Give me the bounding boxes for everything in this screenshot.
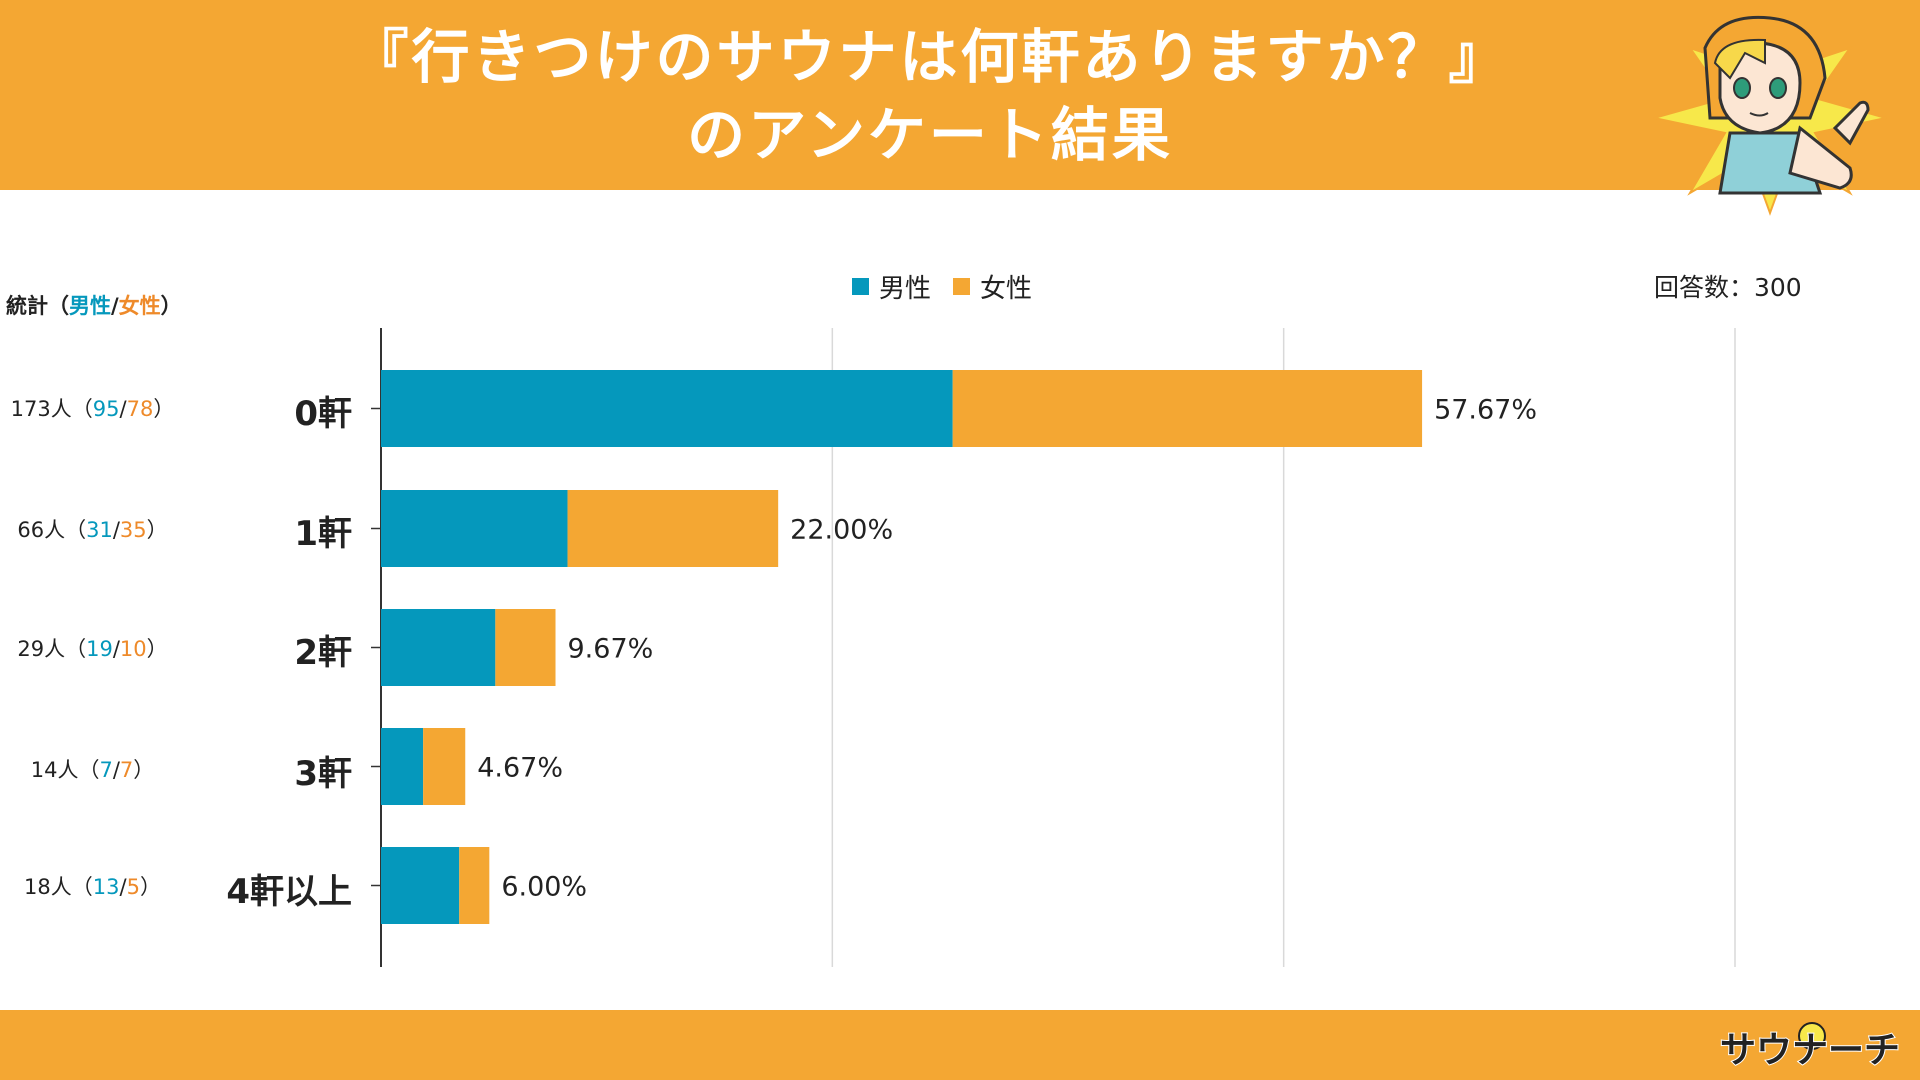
- stat-male: 95: [92, 397, 120, 421]
- logo-text: サウナーチ: [1720, 1030, 1900, 1071]
- stat-female: 10: [119, 637, 147, 661]
- stats-header: 統計（男性/女性）: [6, 290, 182, 320]
- page-title: 『行きつけのサウナは何軒ありますか？』 のアンケート結果: [0, 18, 1860, 174]
- stat-total: 173人: [10, 397, 72, 421]
- percent-label-1: 22.00%: [790, 515, 893, 546]
- bar-female-3: [423, 728, 466, 805]
- stat-row-2: 29人（19/10）: [17, 637, 168, 661]
- bar-female-4: [459, 847, 490, 924]
- title-line-1: 『行きつけのサウナは何軒ありますか？』: [350, 23, 1510, 91]
- stat-total: 14人: [30, 758, 79, 782]
- stat-female: 5: [126, 875, 140, 899]
- bar-female-0: [952, 370, 1423, 447]
- category-label-0: 0軒: [294, 394, 352, 434]
- legend-swatch-female: [953, 278, 971, 295]
- stat-row-4: 18人（13/5）: [24, 875, 161, 899]
- bar-male-0: [381, 370, 953, 447]
- legend-item-male: 男性: [852, 268, 931, 305]
- stat-female: 35: [119, 518, 147, 542]
- bar-male-1: [381, 490, 568, 567]
- legend-swatch-male: [852, 278, 869, 295]
- category-label-1: 1軒: [294, 514, 352, 554]
- bar-female-2: [495, 609, 556, 686]
- stat-row-3: 14人（7/7）: [30, 758, 155, 782]
- stats-header-male: 男性: [69, 294, 111, 318]
- legend-label-male: 男性: [879, 274, 932, 304]
- stat-total: 18人: [24, 875, 72, 899]
- legend-item-female: 女性: [953, 268, 1032, 305]
- stat-male: 13: [92, 875, 120, 899]
- stats-header-sep: /: [111, 294, 119, 318]
- bar-female-1: [567, 490, 779, 567]
- percent-label-3: 4.67%: [477, 753, 563, 784]
- percent-label-4: 6.00%: [501, 872, 587, 903]
- stat-row-0: 173人（95/78）: [10, 397, 175, 421]
- stats-header-suffix: ）: [160, 294, 182, 318]
- stats-header-female: 女性: [118, 294, 161, 318]
- header-banner: [0, 0, 1920, 190]
- brand-logo: サウナーチ: [1720, 1022, 1900, 1072]
- stat-female: 7: [119, 758, 134, 782]
- stat-male: 31: [86, 518, 113, 542]
- stacked-bar-chart: 57.67% 22.00% 9.67% 4.67% 6.00%: [371, 328, 1736, 967]
- footer-banner: [0, 1010, 1920, 1080]
- percent-label-0: 57.67%: [1434, 395, 1537, 426]
- category-label-3: 3軒: [294, 754, 352, 794]
- category-label-4: 4軒以上: [226, 872, 352, 912]
- percent-label-2: 9.67%: [568, 634, 654, 665]
- legend-label-female: 女性: [980, 274, 1033, 304]
- stat-male: 7: [99, 758, 113, 782]
- category-label-2: 2軒: [294, 633, 352, 673]
- stat-total: 66人: [17, 518, 66, 542]
- stat-total: 29人: [17, 637, 66, 661]
- stat-female: 78: [126, 397, 154, 421]
- response-count: 回答数：300: [1654, 273, 1802, 302]
- bar-male-4: [381, 847, 460, 924]
- title-line-2: のアンケート結果: [687, 101, 1173, 169]
- chart-legend: 男性 女性: [852, 268, 1054, 305]
- bar-male-3: [381, 728, 424, 805]
- stats-header-prefix: 統計（: [6, 294, 69, 318]
- stat-male: 19: [86, 637, 113, 661]
- mascot-illustration: [1653, 13, 1887, 216]
- stat-row-1: 66人（31/35）: [17, 518, 168, 542]
- bar-male-2: [381, 609, 496, 686]
